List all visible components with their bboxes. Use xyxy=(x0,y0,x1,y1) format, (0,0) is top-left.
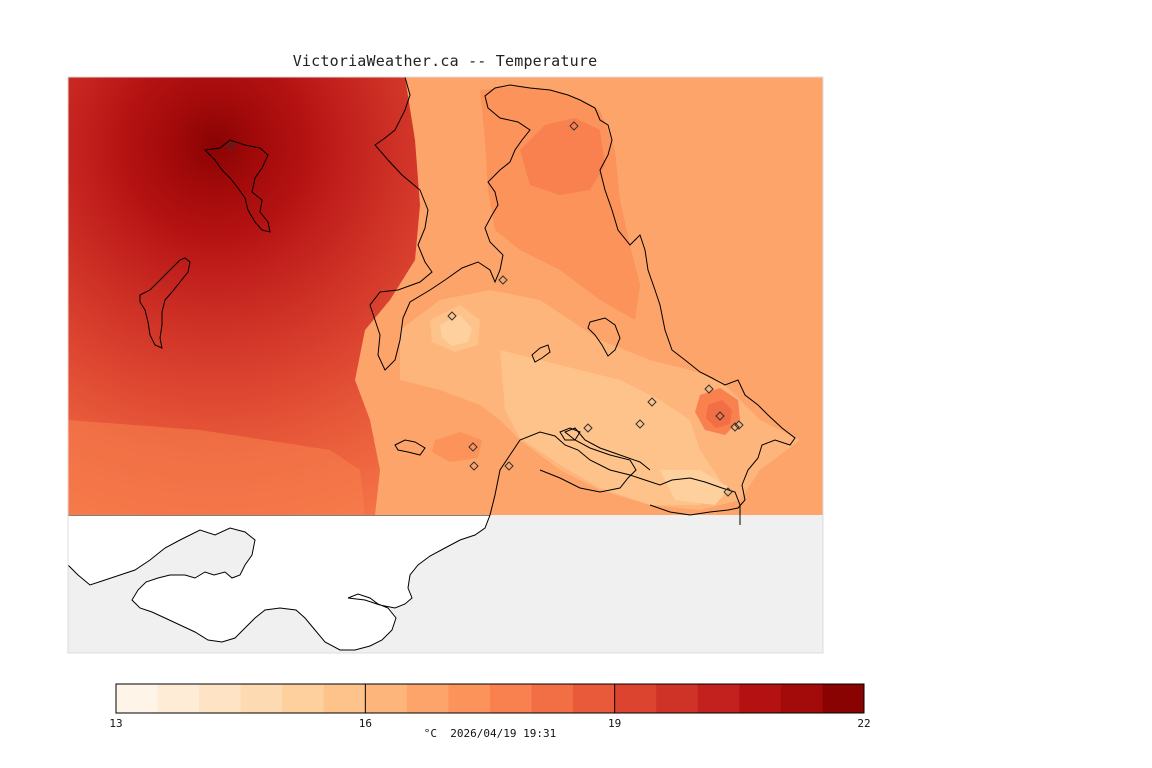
station-marker[interactable] xyxy=(647,397,657,407)
station-marker[interactable] xyxy=(468,442,478,452)
legend-swatch xyxy=(365,684,408,713)
legend-swatch xyxy=(157,684,200,713)
station-marker[interactable] xyxy=(583,423,593,433)
legend-swatch xyxy=(822,684,865,713)
island-small-2 xyxy=(531,344,551,363)
station-marker[interactable] xyxy=(734,420,744,430)
station-marker[interactable] xyxy=(723,487,733,497)
legend-tick-label: 19 xyxy=(608,717,621,730)
island-small-4 xyxy=(559,427,581,441)
station-marker[interactable] xyxy=(715,411,725,421)
map-title: VictoriaWeather.ca -- Temperature xyxy=(292,52,598,70)
legend-swatch xyxy=(323,684,366,713)
island-large-nw xyxy=(203,139,271,233)
station-marker[interactable] xyxy=(730,422,740,432)
land-south xyxy=(68,514,491,651)
legend-swatch xyxy=(116,684,159,713)
legend-swatch xyxy=(780,684,823,713)
station-marker[interactable] xyxy=(635,419,645,429)
island-small-1 xyxy=(587,317,621,357)
legend-tick-label: 13 xyxy=(109,717,122,730)
station-markers xyxy=(226,121,744,497)
legend-swatch xyxy=(490,684,533,713)
legend-tick-label: 22 xyxy=(857,717,870,730)
station-marker[interactable] xyxy=(704,384,714,394)
unit-label: °C xyxy=(423,727,438,740)
coastline-east xyxy=(369,77,796,516)
legend-swatch xyxy=(697,684,740,713)
station-marker[interactable] xyxy=(498,275,508,285)
station-marker[interactable] xyxy=(447,311,457,321)
station-marker[interactable] xyxy=(569,121,579,131)
legend-swatch xyxy=(199,684,242,713)
legend-tick-label: 16 xyxy=(359,717,372,730)
island-small-3 xyxy=(394,439,426,456)
legend-swatch xyxy=(739,684,782,713)
island-long-west xyxy=(139,257,191,349)
station-marker[interactable] xyxy=(226,141,236,151)
station-marker[interactable] xyxy=(469,461,479,471)
station-marker[interactable] xyxy=(504,461,514,471)
legend-swatch xyxy=(656,684,699,713)
legend-swatch xyxy=(448,684,491,713)
legend-swatch xyxy=(531,684,574,713)
timestamp: 2026/04/19 19:31 xyxy=(450,727,557,740)
legend-swatch xyxy=(614,684,657,713)
legend-swatch xyxy=(406,684,449,713)
legend-swatch xyxy=(282,684,325,713)
legend-swatch xyxy=(573,684,616,713)
legend-swatch xyxy=(240,684,283,713)
legend-caption: °C 2026/04/19 19:31 xyxy=(0,727,980,740)
